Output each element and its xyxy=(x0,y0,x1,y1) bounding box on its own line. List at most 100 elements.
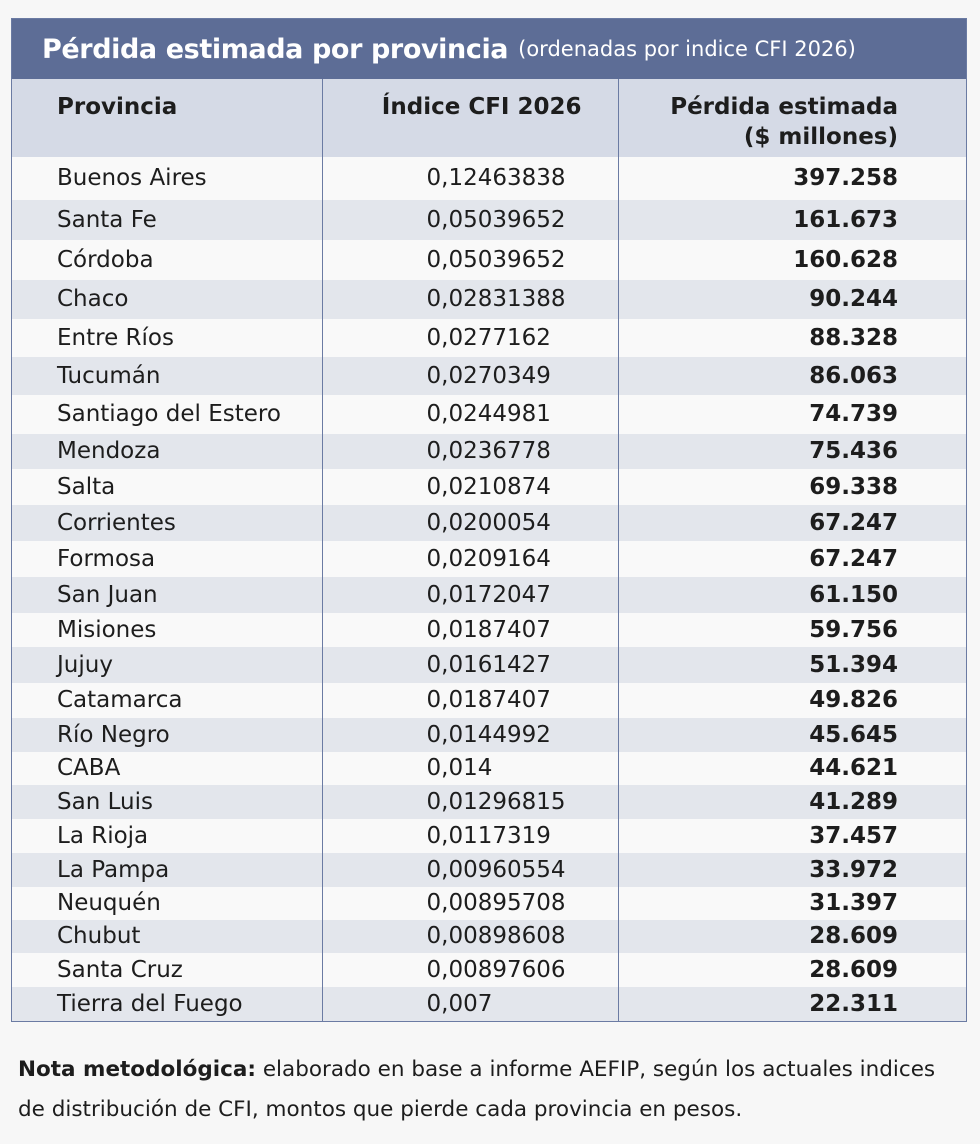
cell-indice: 0,05039652 xyxy=(322,200,619,240)
table-row: La Rioja 0,0117319 37.457 xyxy=(12,819,966,853)
table-row: Río Negro 0,0144992 45.645 xyxy=(12,718,966,752)
table-row: Chaco 0,02831388 90.244 xyxy=(12,280,966,319)
cell-provincia: Tucumán xyxy=(12,357,323,395)
cell-provincia: Río Negro xyxy=(12,718,323,752)
table-row: Misiones 0,0187407 59.756 xyxy=(12,613,966,647)
table-header-row: Provincia Índice CFI 2026 Pérdida estima… xyxy=(12,79,966,157)
header-provincia: Provincia xyxy=(12,79,323,157)
header-perdida: Pérdida estimada ($ millones) xyxy=(618,79,966,157)
header-perdida-line2: ($ millones) xyxy=(743,124,898,150)
cell-indice: 0,0187407 xyxy=(322,613,619,647)
table-row: Santiago del Estero 0,0244981 74.739 xyxy=(12,395,966,434)
table-row: Salta 0,0210874 69.338 xyxy=(12,469,966,505)
cell-provincia: Misiones xyxy=(12,613,323,647)
table-row: Jujuy 0,0161427 51.394 xyxy=(12,647,966,683)
cell-provincia: La Pampa xyxy=(12,853,323,887)
cell-indice: 0,007 xyxy=(322,987,619,1021)
cell-provincia: Córdoba xyxy=(12,240,323,280)
table-row: Tierra del Fuego 0,007 22.311 xyxy=(12,987,966,1021)
table-title: Pérdida estimada por provincia xyxy=(42,33,509,65)
cell-perdida: 28.609 xyxy=(809,956,898,983)
table-subtitle: (ordenadas por indice CFI 2026) xyxy=(518,37,856,61)
cell-perdida: 161.673 xyxy=(793,206,898,233)
cell-indice: 0,0117319 xyxy=(322,819,619,853)
cell-perdida: 33.972 xyxy=(809,856,898,883)
cell-indice: 0,0172047 xyxy=(322,577,619,613)
cell-indice: 0,0244981 xyxy=(322,395,619,434)
cell-perdida: 37.457 xyxy=(809,822,898,849)
table-row: Santa Fe 0,05039652 161.673 xyxy=(12,200,966,240)
cell-indice: 0,00960554 xyxy=(322,853,619,887)
cell-provincia: Santiago del Estero xyxy=(12,395,323,434)
cell-indice: 0,0210874 xyxy=(322,469,619,505)
cell-provincia: Buenos Aires xyxy=(12,157,323,200)
cell-indice: 0,0209164 xyxy=(322,541,619,577)
table-row: Entre Ríos 0,0277162 88.328 xyxy=(12,319,966,357)
table-row: San Juan 0,0172047 61.150 xyxy=(12,577,966,613)
cell-perdida: 31.397 xyxy=(809,890,898,916)
methodology-note: Nota metodológica: elaborado en base a i… xyxy=(18,1050,968,1130)
cell-provincia: CABA xyxy=(12,752,323,785)
cell-perdida: 45.645 xyxy=(809,721,898,748)
cell-provincia: La Rioja xyxy=(12,819,323,853)
cell-indice: 0,00895708 xyxy=(322,887,619,920)
cell-indice: 0,01296815 xyxy=(322,785,619,819)
table-row: Formosa 0,0209164 67.247 xyxy=(12,541,966,577)
cell-provincia: Catamarca xyxy=(12,683,323,718)
table-row: Corrientes 0,0200054 67.247 xyxy=(12,505,966,541)
cell-provincia: Entre Ríos xyxy=(12,319,323,357)
cell-perdida: 44.621 xyxy=(809,755,898,781)
cell-perdida: 67.247 xyxy=(809,509,898,536)
table-row: Santa Cruz 0,00897606 28.609 xyxy=(12,953,966,987)
loss-table-card: Pérdida estimada por provincia (ordenada… xyxy=(11,18,967,1022)
header-perdida-line1: Pérdida estimada xyxy=(670,94,898,120)
cell-perdida: 75.436 xyxy=(809,438,898,464)
cell-provincia: Tierra del Fuego xyxy=(12,987,323,1021)
note-text: elaborado en base a informe AEFIP, según… xyxy=(18,1057,936,1122)
table-row: Chubut 0,00898608 28.609 xyxy=(12,920,966,953)
table-body: Buenos Aires 0,12463838 397.258 Santa Fe 0,0… xyxy=(12,157,966,1021)
cell-perdida: 74.739 xyxy=(809,401,898,427)
cell-indice: 0,0200054 xyxy=(322,505,619,541)
table-row: Mendoza 0,0236778 75.436 xyxy=(12,434,966,469)
cell-perdida: 397.258 xyxy=(793,165,898,191)
cell-perdida: 67.247 xyxy=(809,545,898,572)
table-row: San Luis 0,01296815 41.289 xyxy=(12,785,966,819)
cell-perdida: 160.628 xyxy=(793,246,898,273)
cell-provincia: Corrientes xyxy=(12,505,323,541)
cell-provincia: Mendoza xyxy=(12,434,323,469)
cell-perdida: 41.289 xyxy=(809,788,898,815)
cell-provincia: San Luis xyxy=(12,785,323,819)
cell-indice: 0,00898608 xyxy=(322,920,619,953)
cell-provincia: Formosa xyxy=(12,541,323,577)
cell-indice: 0,0144992 xyxy=(322,718,619,752)
table-row: Catamarca 0,0187407 49.826 xyxy=(12,683,966,718)
cell-provincia: Santa Cruz xyxy=(12,953,323,987)
cell-indice: 0,05039652 xyxy=(322,240,619,280)
cell-perdida: 51.394 xyxy=(809,651,898,678)
cell-indice: 0,0187407 xyxy=(322,683,619,718)
cell-provincia: San Juan xyxy=(12,577,323,613)
cell-indice: 0,02831388 xyxy=(322,280,619,319)
cell-provincia: Salta xyxy=(12,469,323,505)
cell-perdida: 69.338 xyxy=(809,473,898,500)
cell-perdida: 61.150 xyxy=(809,581,898,608)
table-row: Buenos Aires 0,12463838 397.258 xyxy=(12,157,966,200)
cell-indice: 0,0270349 xyxy=(322,357,619,395)
table-row: Córdoba 0,05039652 160.628 xyxy=(12,240,966,280)
cell-perdida: 86.063 xyxy=(809,362,898,389)
cell-perdida: 28.609 xyxy=(809,923,898,949)
cell-provincia: Santa Fe xyxy=(12,200,323,240)
note-label: Nota metodológica: xyxy=(18,1057,256,1082)
header-indice: Índice CFI 2026 xyxy=(322,79,619,157)
table-row: Tucumán 0,0270349 86.063 xyxy=(12,357,966,395)
cell-provincia: Neuquén xyxy=(12,887,323,920)
cell-perdida: 90.244 xyxy=(809,286,898,312)
cell-perdida: 88.328 xyxy=(809,324,898,351)
loss-table: Provincia Índice CFI 2026 Pérdida estima… xyxy=(12,79,966,1021)
table-row: CABA 0,014 44.621 xyxy=(12,752,966,785)
cell-perdida: 49.826 xyxy=(809,687,898,713)
cell-indice: 0,12463838 xyxy=(322,157,619,200)
cell-indice: 0,0277162 xyxy=(322,319,619,357)
cell-indice: 0,0236778 xyxy=(322,434,619,469)
